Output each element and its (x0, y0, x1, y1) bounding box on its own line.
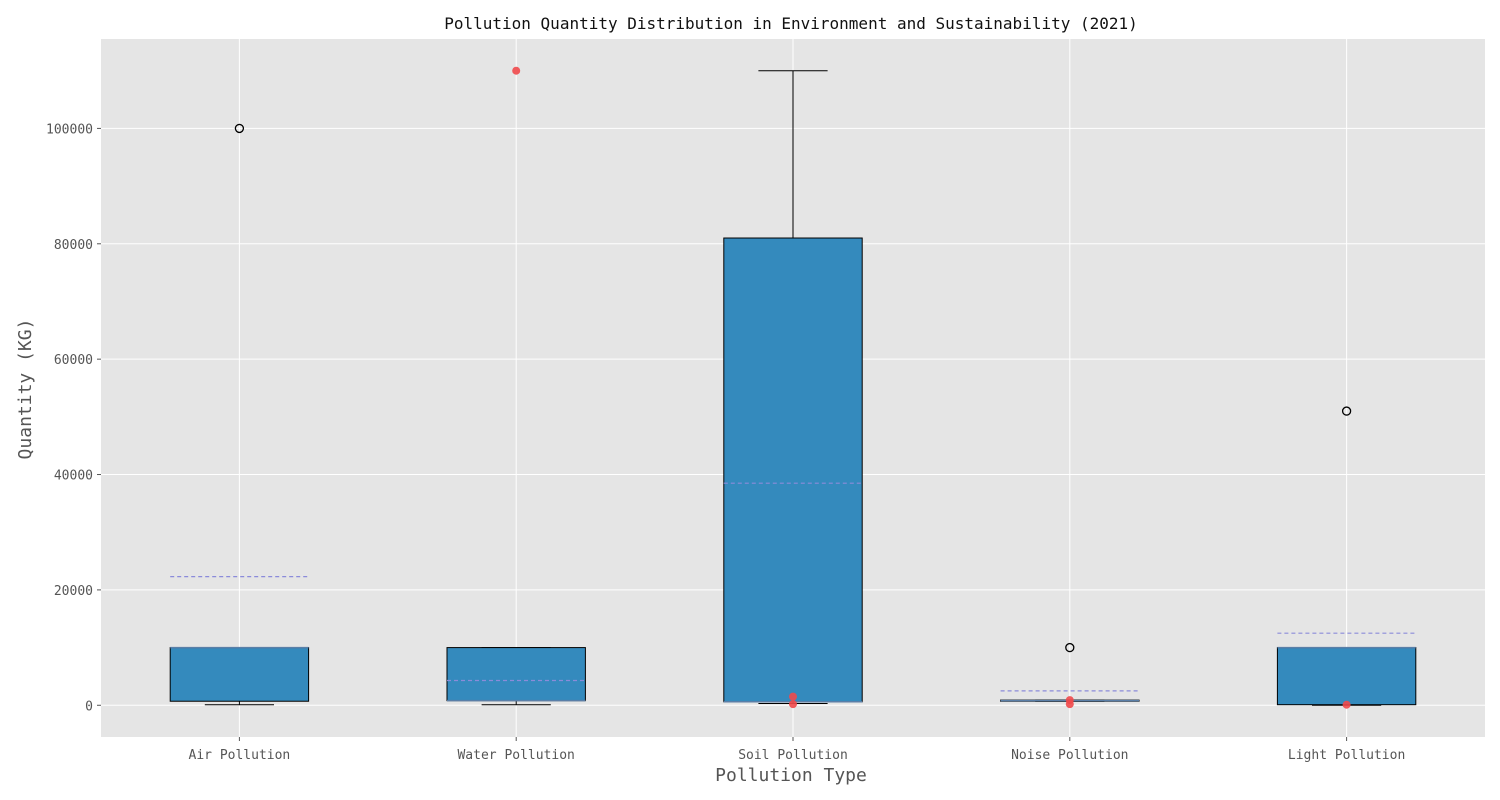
box-group (169, 123, 310, 706)
y-axis-label: Quantity (KG) (15, 319, 36, 460)
x-tick-label: Water Pollution (457, 748, 574, 763)
x-tick-label: Air Pollution (189, 748, 291, 763)
box-body (169, 647, 310, 702)
box-group (1000, 642, 1140, 709)
y-tick-label: 0 (85, 699, 93, 714)
box-group (446, 66, 586, 706)
y-tick-label: 40000 (54, 469, 93, 484)
extra-point (789, 692, 797, 701)
outlier-point (1341, 406, 1352, 416)
box-body (723, 237, 863, 703)
y-tick-label: 100000 (46, 122, 93, 137)
x-tick-label: Noise Pollution (1011, 748, 1128, 763)
outlier-point (234, 123, 245, 134)
extra-point (1342, 700, 1351, 709)
box-body (1276, 647, 1417, 706)
box-group (1276, 406, 1417, 709)
x-axis-ticks: Air Pollution Water Pollution Soil Polluti… (189, 737, 1405, 763)
boxes-layer (169, 66, 1417, 709)
y-tick-label: 20000 (54, 584, 93, 599)
x-tick-label: Light Pollution (1288, 748, 1405, 763)
chart-title: Pollution Quantity Distribution in Envir… (444, 14, 1138, 33)
box-body (446, 647, 586, 702)
x-tick-label: Soil Pollution (738, 748, 848, 763)
extra-point (1065, 700, 1074, 709)
box-group (723, 70, 863, 709)
extra-point (512, 66, 521, 75)
y-tick-label: 80000 (54, 238, 93, 253)
extra-point (789, 700, 797, 709)
y-axis-ticks: 0 20000 40000 60000 80000 100000 (46, 122, 101, 714)
y-tick-label: 60000 (54, 353, 93, 368)
outlier-point (1065, 642, 1075, 653)
x-axis-label: Pollution Type (715, 765, 867, 786)
